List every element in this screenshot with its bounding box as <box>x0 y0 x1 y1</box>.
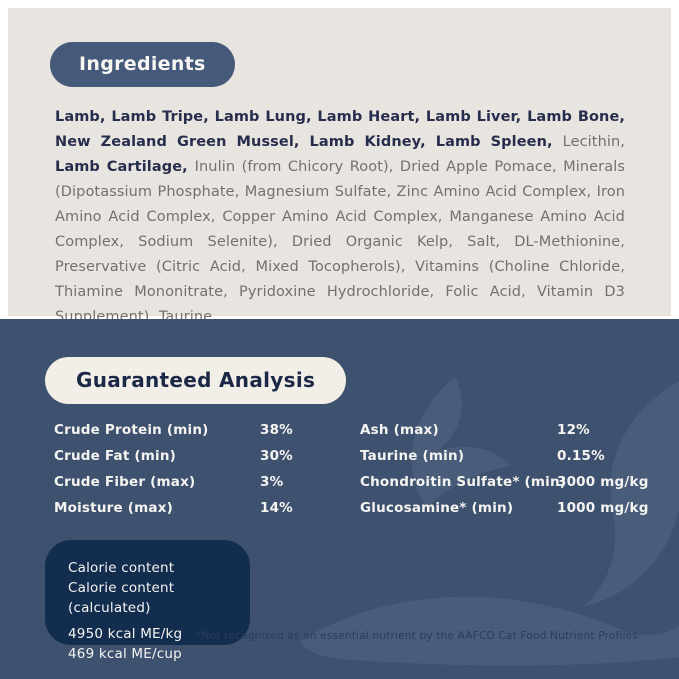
analysis-label: Glucosamine* (min) <box>360 500 514 516</box>
calorie-line: Calorie content (calculated) <box>68 580 175 616</box>
calorie-line: 4950 kcal ME/kg <box>68 626 183 642</box>
ingredients-segment: Lamb, Lamb Tripe, Lamb Lung, Lamb Heart,… <box>55 109 625 150</box>
calorie-line: Calorie content <box>68 560 175 576</box>
guaranteed-analysis-heading-pill: Guaranteed Analysis <box>45 357 347 404</box>
aafco-footnote: *Not recognized as an essential nutrient… <box>196 630 638 642</box>
analysis-value: 1000 mg/kg <box>557 500 649 516</box>
ingredients-panel: Ingredients Lamb, Lamb Tripe, Lamb Lung,… <box>8 8 671 325</box>
guaranteed-analysis-panel: Guaranteed Analysis Crude Protein (min) … <box>0 319 679 679</box>
analysis-value: 30% <box>260 448 293 464</box>
analysis-label: Moisture (max) <box>54 500 173 516</box>
analysis-label: Chondroitin Sulfate* (min) <box>360 474 567 490</box>
ingredients-segment: Inulin (from Chicory Root), Dried Apple … <box>55 159 625 325</box>
analysis-value: 3000 mg/kg <box>557 474 649 490</box>
analysis-value: 3% <box>260 474 284 490</box>
ingredients-segment: Lamb Cartilage, <box>55 159 195 175</box>
analysis-label: Crude Protein (min) <box>54 422 209 438</box>
analysis-label: Ash (max) <box>360 422 439 438</box>
ingredients-segment: Lecithin, <box>562 134 625 150</box>
analysis-label: Crude Fat (min) <box>54 448 177 464</box>
analysis-value: 0.15% <box>557 448 605 464</box>
analysis-value: 12% <box>557 422 590 438</box>
analysis-value: 14% <box>260 500 293 516</box>
analysis-label: Taurine (min) <box>360 448 465 464</box>
calorie-line: 469 kcal ME/cup <box>68 646 182 662</box>
ingredients-heading-pill: Ingredients <box>50 42 235 87</box>
ingredients-list: Lamb, Lamb Tripe, Lamb Lung, Lamb Heart,… <box>55 105 625 330</box>
guaranteed-analysis-table: Crude Protein (min) 38% Ash (max) 12% Cr… <box>54 417 654 521</box>
analysis-label: Crude Fiber (max) <box>54 474 196 490</box>
analysis-value: 38% <box>260 422 293 438</box>
calorie-content-box: Calorie content Calorie content (calcula… <box>45 540 250 662</box>
